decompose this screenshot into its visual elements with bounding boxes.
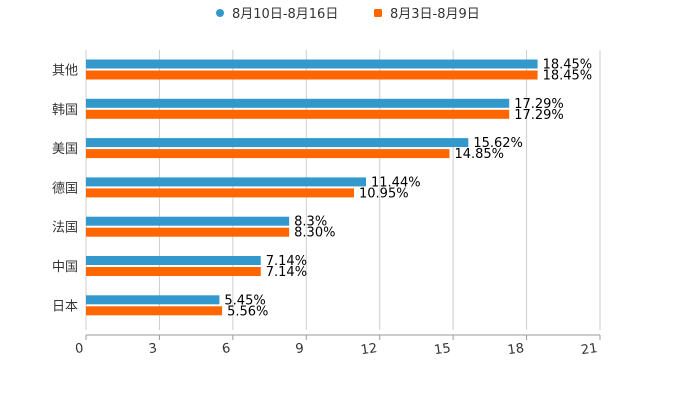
x-tick-label: 3 — [148, 341, 158, 357]
bar-0 — [86, 98, 510, 108]
bar-0 — [86, 138, 469, 148]
x-tick-label: 18 — [507, 341, 525, 358]
bar-1 — [86, 306, 223, 316]
x-tick-label: 21 — [580, 341, 598, 358]
x-tick-label: 0 — [74, 341, 84, 357]
legend-marker — [216, 9, 224, 17]
bar-1 — [86, 227, 290, 237]
category-label: 日本 — [52, 299, 78, 314]
bar-1 — [86, 188, 355, 198]
category-label: 德国 — [52, 181, 78, 196]
x-tick-label: 6 — [221, 341, 231, 357]
x-tick-label: 12 — [360, 341, 378, 358]
legend-label: 8月10日-8月16日 — [232, 7, 338, 22]
bar-1 — [86, 267, 261, 276]
data-label: 10.95% — [359, 186, 409, 201]
category-label: 美国 — [52, 142, 78, 157]
bar-0 — [86, 295, 220, 305]
bar-0 — [86, 256, 261, 265]
legend-label: 8月3日-8月9日 — [390, 7, 480, 22]
bar-0 — [86, 216, 290, 226]
bar-1 — [86, 109, 510, 119]
x-tick-label: 15 — [433, 341, 451, 358]
data-label: 17.29% — [514, 97, 564, 112]
data-label: 8.3% — [294, 215, 327, 230]
legend-item-0[interactable]: 8月10日-8月16日 — [216, 7, 338, 22]
data-label: 8.30% — [294, 226, 335, 241]
data-label: 15.62% — [473, 136, 523, 151]
bar-0 — [86, 59, 538, 69]
x-tick-label: 9 — [295, 341, 305, 357]
legend-item-1[interactable]: 8月3日-8月9日 — [374, 7, 480, 22]
data-label: 18.45% — [543, 58, 593, 73]
bar-1 — [86, 149, 450, 159]
bar-1 — [86, 70, 538, 80]
category-label: 其他 — [52, 64, 78, 79]
bar-0 — [86, 177, 367, 187]
data-label: 7.14% — [266, 254, 307, 269]
category-label: 韩国 — [52, 103, 78, 118]
data-label: 18.45% — [543, 69, 593, 84]
data-label: 5.45% — [224, 293, 265, 308]
data-label: 17.29% — [514, 108, 564, 123]
category-label: 法国 — [52, 221, 78, 236]
data-label: 11.44% — [371, 175, 421, 190]
data-label: 14.85% — [454, 147, 504, 162]
legend-marker — [374, 9, 382, 17]
data-label: 5.56% — [227, 304, 268, 319]
data-label: 7.14% — [266, 265, 307, 280]
category-label: 中国 — [52, 260, 78, 275]
